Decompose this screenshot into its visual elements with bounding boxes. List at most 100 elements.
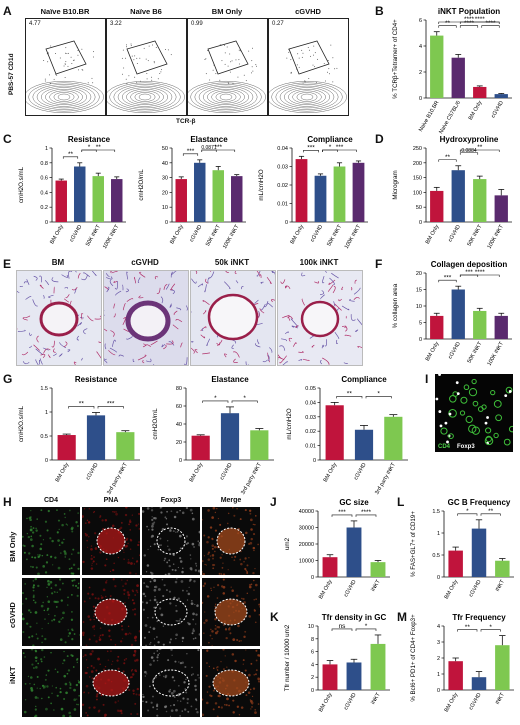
bar <box>495 560 510 577</box>
significance-label: **** <box>361 509 372 516</box>
chart-ylabel: Microgram <box>392 170 399 199</box>
x-tick-label: BM Only <box>444 579 460 600</box>
chart-title: iNKT Population <box>438 7 500 16</box>
grid-col-foxp3: Foxp3 <box>160 497 182 504</box>
chart-svg-m: Tfr Frequency % Bcl6+ PD1+ of CD4+ Foxp3+… <box>410 613 514 713</box>
x-tick-label: 3rd party iNKT <box>240 461 263 495</box>
x-tick-label: BM Only <box>318 579 334 600</box>
confocal-cell-r1-c1 <box>22 507 80 575</box>
grid-row-cgvhd: cGVHD <box>8 602 17 628</box>
y-tick-label: 0.4 <box>40 190 48 196</box>
chart-ylabel: mL/cmH2O <box>286 408 293 439</box>
bar <box>430 35 444 98</box>
y-tick-label: 100 <box>413 190 422 196</box>
chart-ylabel: % Bcl6+ PD1+ of CD4+ Foxp3+ <box>410 614 417 702</box>
y-tick-label: 6 <box>419 18 422 24</box>
y-tick-label: 0 <box>179 458 182 464</box>
significance-label: ** <box>445 154 451 161</box>
bar <box>194 162 206 222</box>
bar <box>325 405 344 460</box>
significance-label: **** <box>464 16 475 23</box>
y-tick-label: 0.02 <box>277 183 288 189</box>
y-tick-label: 30000 <box>299 526 314 532</box>
x-tick-label: iNKT <box>370 691 382 705</box>
bar <box>448 550 463 577</box>
y-tick-label: 40 <box>176 422 182 428</box>
chart-svg-g3: Compliance mL/cmH2O 0 0.01 0.02 0.03 0.04 0.05 B… <box>286 375 408 496</box>
chart-title: Collagen deposition <box>431 260 508 269</box>
significance-bracket <box>81 149 116 152</box>
x-tick-label: BM Only <box>425 341 441 362</box>
y-tick-label: 1 <box>437 672 440 678</box>
flow-title-3: BM Only <box>211 7 243 16</box>
bar <box>111 179 123 222</box>
significance-bracket <box>331 514 353 517</box>
significance-label: ** <box>96 144 102 151</box>
significance-label: **** <box>485 20 496 27</box>
significance-label: * <box>329 144 332 151</box>
x-tick-label: iNKT <box>370 578 382 592</box>
y-tick-label: 0 <box>419 220 422 226</box>
significance-label: * <box>365 623 368 630</box>
bar <box>471 677 487 690</box>
chart-title: Resistance <box>75 375 118 384</box>
significance-bracket <box>480 629 501 632</box>
x-tick-label: cGVHD <box>310 224 325 243</box>
bar <box>212 170 224 222</box>
significance-label: *** <box>444 274 452 281</box>
significance-bracket <box>480 513 501 516</box>
histology-image-cgvhd <box>103 270 189 366</box>
confocal-cell-r2-c2 <box>82 578 140 646</box>
x-tick-label: cGVHD <box>219 462 234 481</box>
y-tick-label: 0.04 <box>277 146 288 152</box>
histo-label-3: 50k iNKT <box>214 258 250 267</box>
chart-title: Tfr density in GC <box>322 613 387 622</box>
significance-bracket <box>231 400 258 403</box>
significance-label: *** <box>187 148 195 155</box>
y-tick-label: 60 <box>176 404 182 410</box>
histology-image-50k-inkt <box>190 270 276 366</box>
chart-ylabel: cmH2O/mL <box>152 408 159 440</box>
significance-label: * <box>243 395 246 402</box>
confocal-cell-r1-c4 <box>202 507 260 575</box>
significance-label: **** <box>464 20 475 27</box>
significance-label: **** <box>475 16 486 23</box>
y-tick-label: 0 <box>165 220 168 226</box>
histo-label-4: 100k iNKT <box>299 258 339 267</box>
bar <box>250 430 269 460</box>
chart-svg-j: GC size um2 0 10000 20000 30000 40000 BM Only cG… <box>284 498 390 600</box>
bar <box>314 175 327 222</box>
grid-col-merge: Merge <box>220 497 242 504</box>
chart-g-resistance: Resistance cmH2O.s/mL 0 0.5 1 1.5 BM Only cGVHD… <box>14 372 146 496</box>
y-tick-label: 15 <box>416 288 422 294</box>
bar <box>346 527 362 577</box>
fluorescence-image-cd4-foxp3: CD4 Foxp3 <box>435 374 513 452</box>
significance-bracket <box>481 25 500 28</box>
significance-label: ** <box>445 20 451 27</box>
y-tick-label: 40 <box>162 161 168 167</box>
chart-c-elastance: Elastance cmH2O/mL 0 10 20 30 40 50 BM Only cGVHD… <box>134 132 252 252</box>
y-tick-label: 0.6 <box>40 176 48 182</box>
bar <box>495 645 510 690</box>
significance-label: *** <box>336 144 344 151</box>
panel-letter-d: D <box>375 132 384 146</box>
chart-c-compliance: Compliance mL/cmH2O 0 0.01 0.02 0.03 0.04 BM On… <box>254 132 374 252</box>
x-tick-label: cGVHD <box>468 579 483 598</box>
chart-ylabel: cmH2O.s/mL <box>18 166 25 203</box>
significance-bracket <box>355 514 377 517</box>
chart-title: Compliance <box>307 135 353 144</box>
bar <box>231 176 243 222</box>
bar <box>116 432 135 460</box>
bar <box>92 176 104 222</box>
chart-b-inkt-population: iNKT Population % TCRβ+Tetramer+ of CD4+ 0… <box>388 4 518 135</box>
bar <box>322 557 338 577</box>
y-tick-label: 4 <box>419 44 422 50</box>
y-tick-label: 80 <box>176 386 182 392</box>
chart-svg-f: Collagen deposition % collagen area 0 5 10 15… <box>392 260 512 367</box>
x-tick-label: BM Only <box>323 462 339 483</box>
bar <box>370 562 386 577</box>
flow-plot-1: 4.77 <box>25 18 106 116</box>
chart-svg-l: GC B Frequency % FAS+GL7+ of CD19+ 0 0.5 1 1.… <box>410 498 514 600</box>
bar <box>220 413 240 460</box>
panel-letter-f: F <box>375 257 383 271</box>
